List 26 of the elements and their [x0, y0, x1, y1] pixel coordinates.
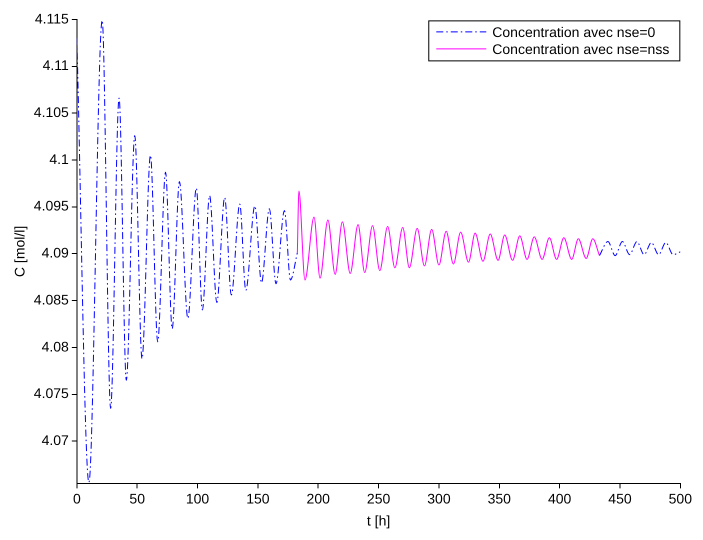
- x-tick-label: 400: [548, 490, 572, 507]
- x-tick-label: 250: [366, 490, 390, 507]
- x-tick-label: 0: [72, 490, 81, 507]
- y-tick-label: 4.11: [42, 57, 70, 74]
- y-tick-label: 4.09: [42, 244, 70, 261]
- y-tick-label: 4.08: [42, 338, 70, 354]
- y-axis-title: C [mol/l]: [11, 226, 28, 278]
- y-tick-label: 4.095: [34, 198, 70, 214]
- x-tick-label: 350: [488, 490, 512, 507]
- x-tick-label: 450: [608, 490, 632, 507]
- x-tick-label: 50: [129, 490, 146, 507]
- x-tick-label: 100: [186, 490, 210, 507]
- y-tick-label: 4.115: [34, 10, 70, 26]
- legend-label: Concentration avec nse=nss: [492, 40, 670, 57]
- x-tick-label: 500: [668, 490, 692, 507]
- y-tick-label: 4.07: [42, 432, 70, 448]
- x-tick-label: 150: [246, 490, 270, 507]
- line-series: [296, 190, 600, 280]
- legend-label: Concentration avec nse=0: [492, 24, 656, 40]
- x-tick-label: 200: [306, 490, 330, 507]
- y-tick-label: 4.105: [34, 104, 70, 120]
- x-tick-label: 300: [427, 490, 451, 507]
- y-tick-label: 4.075: [34, 385, 70, 402]
- x-axis-title: t [h]: [366, 512, 390, 528]
- y-tick-label: 4.085: [34, 291, 70, 308]
- y-tick-label: 4.1: [49, 150, 70, 167]
